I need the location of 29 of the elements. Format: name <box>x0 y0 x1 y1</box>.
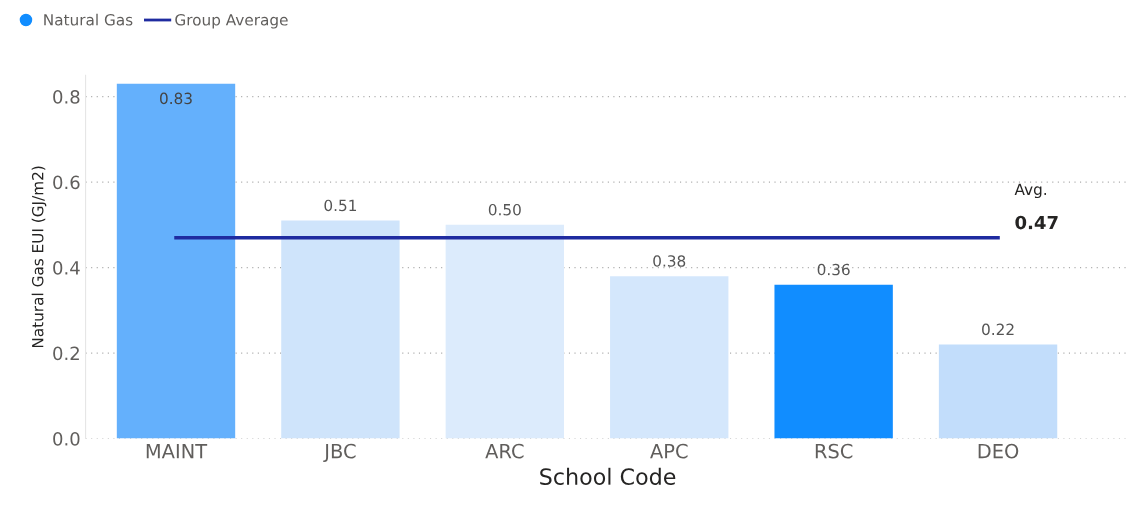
data-label: 0.22 <box>982 323 1014 336</box>
data-label: 0.47 <box>1015 215 1058 230</box>
y-tick-label: 0.8 <box>53 90 80 104</box>
x-tick-label: ARC <box>485 443 524 459</box>
x-tick-label: MAINT <box>146 444 208 459</box>
y-tick-label: 0.6 <box>53 175 80 190</box>
x-tick-label: APC <box>650 443 688 459</box>
bar <box>116 83 236 439</box>
bar <box>281 220 400 439</box>
data-label: 0.51 <box>324 199 357 212</box>
x-tick-label: DEO <box>978 443 1019 459</box>
bar <box>445 224 565 439</box>
x-tick-label: JBC <box>323 443 356 463</box>
x-axis-title: School Code <box>540 467 676 485</box>
legend-label: Group Average <box>175 14 288 29</box>
bar <box>610 276 729 439</box>
bar <box>774 284 893 439</box>
annotation: Avg. <box>1014 183 1046 199</box>
y-tick-label: 0.2 <box>53 346 79 361</box>
data-label: 0.83 <box>160 92 192 105</box>
data-label: 0.50 <box>488 203 521 216</box>
bar <box>938 344 1058 439</box>
y-axis-title: Natural Gas EUI (GJ/m2) <box>31 166 47 348</box>
data-label: 0.36 <box>817 263 850 276</box>
legend-label: Natural Gas <box>44 13 133 26</box>
y-tick-label: 0.0 <box>53 432 80 446</box>
y-tick-label: 0.4 <box>53 261 80 275</box>
x-tick-label: RSC <box>815 443 853 459</box>
data-label: 0.38 <box>653 255 686 267</box>
